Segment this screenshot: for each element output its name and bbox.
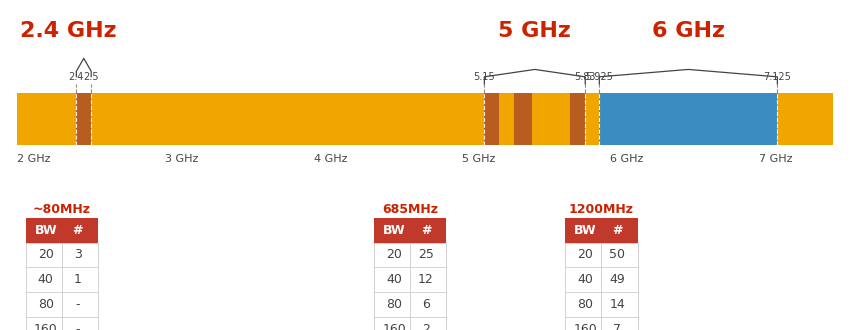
Text: 5 GHz: 5 GHz xyxy=(498,21,571,41)
Text: 160: 160 xyxy=(382,323,406,330)
Text: 2.5: 2.5 xyxy=(83,72,99,82)
Text: 40: 40 xyxy=(37,273,54,286)
Text: 5.15: 5.15 xyxy=(473,72,496,82)
Bar xyxy=(91,93,484,145)
Text: 80: 80 xyxy=(577,298,593,311)
Text: 40: 40 xyxy=(577,273,593,286)
Text: 12: 12 xyxy=(418,273,434,286)
Text: 40: 40 xyxy=(386,273,402,286)
Text: 685MHz: 685MHz xyxy=(382,203,438,216)
Text: BW: BW xyxy=(382,224,405,237)
Text: 160: 160 xyxy=(34,323,58,330)
Text: BW: BW xyxy=(574,224,597,237)
Text: 25: 25 xyxy=(418,248,434,261)
Text: 6 GHz: 6 GHz xyxy=(652,21,725,41)
Text: -: - xyxy=(76,323,80,330)
Text: 4 GHz: 4 GHz xyxy=(314,154,348,164)
Text: 1: 1 xyxy=(74,273,82,286)
Bar xyxy=(499,93,514,145)
Text: 80: 80 xyxy=(386,298,402,311)
Text: 5 GHz: 5 GHz xyxy=(462,154,496,164)
Text: 80: 80 xyxy=(37,298,54,311)
Bar xyxy=(586,93,599,145)
Bar xyxy=(599,93,762,145)
Bar xyxy=(76,93,91,145)
Text: -: - xyxy=(76,298,80,311)
Bar xyxy=(532,93,570,145)
Text: 7 GHz: 7 GHz xyxy=(759,154,792,164)
Bar xyxy=(484,93,499,145)
Text: 6 GHz: 6 GHz xyxy=(610,154,643,164)
Text: 20: 20 xyxy=(37,248,54,261)
Text: 5.925: 5.925 xyxy=(586,72,613,82)
Text: 2: 2 xyxy=(422,323,430,330)
Bar xyxy=(570,93,586,145)
Text: #: # xyxy=(72,224,82,237)
Text: 7.125: 7.125 xyxy=(763,72,791,82)
Text: #: # xyxy=(421,224,431,237)
Text: 5.83: 5.83 xyxy=(575,72,596,82)
Text: 7: 7 xyxy=(613,323,621,330)
Text: 3: 3 xyxy=(74,248,82,261)
Text: 3 GHz: 3 GHz xyxy=(166,154,199,164)
Text: 20: 20 xyxy=(386,248,402,261)
Bar xyxy=(514,93,532,145)
Text: 1200MHz: 1200MHz xyxy=(569,203,634,216)
Text: ~80MHz: ~80MHz xyxy=(32,203,91,216)
Bar xyxy=(17,93,76,145)
Text: BW: BW xyxy=(34,224,57,237)
Text: 20: 20 xyxy=(577,248,593,261)
Text: 6: 6 xyxy=(422,298,430,311)
Text: 2.4 GHz: 2.4 GHz xyxy=(20,21,116,41)
Text: 14: 14 xyxy=(609,298,625,311)
Text: 2.4: 2.4 xyxy=(69,72,84,82)
Text: #: # xyxy=(612,224,622,237)
Text: 160: 160 xyxy=(574,323,598,330)
Text: 49: 49 xyxy=(609,273,625,286)
Text: 2 GHz: 2 GHz xyxy=(17,154,50,164)
Text: 50: 50 xyxy=(609,248,626,261)
Bar xyxy=(762,93,778,145)
Bar xyxy=(778,93,833,145)
